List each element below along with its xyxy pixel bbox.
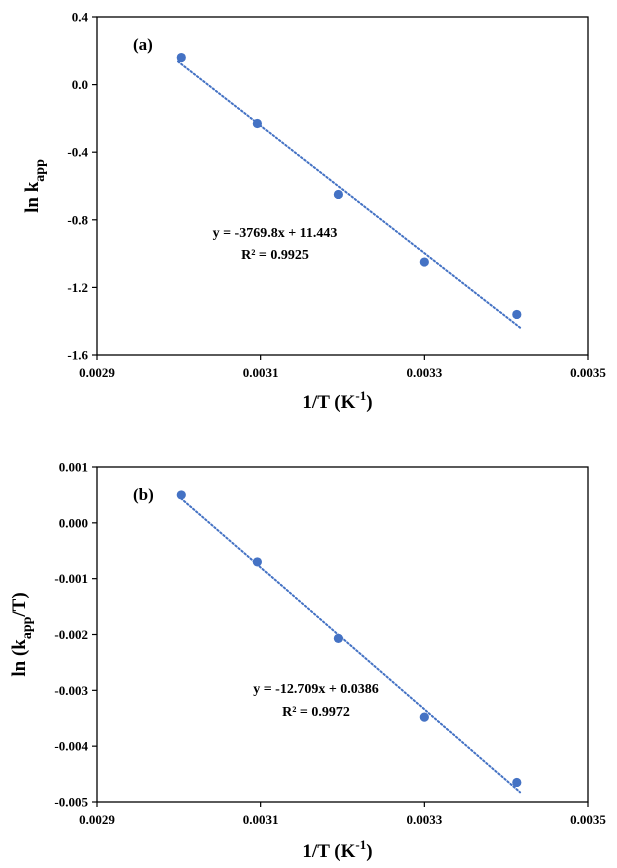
- x-tick-label: 0.0033: [406, 365, 442, 380]
- y-tick-label: -0.003: [54, 683, 88, 698]
- data-point: [176, 52, 186, 63]
- x-tick-label: 0.0035: [570, 365, 606, 380]
- y-axis-label: ln kapp: [22, 159, 48, 213]
- data-point: [333, 189, 344, 200]
- x-tick-label: 0.0031: [243, 812, 279, 827]
- y-tick-label: -0.001: [54, 571, 88, 586]
- y-tick-label: -0.004: [54, 739, 88, 754]
- x-axis-label: 1/T (K-1): [302, 388, 372, 413]
- data-point: [252, 118, 262, 129]
- data-point: [512, 309, 522, 320]
- data-point: [419, 257, 429, 267]
- y-tick-label: -0.4: [67, 145, 88, 160]
- trendline-equation: y = -12.709x + 0.0386: [253, 682, 379, 697]
- plot-area: [96, 16, 589, 356]
- y-tick-label: 0.0: [72, 77, 88, 92]
- y-tick-label: 0.001: [59, 460, 88, 475]
- x-tick-label: 0.0035: [570, 812, 606, 827]
- panel-label: (b): [133, 485, 154, 504]
- y-tick-label: 0.4: [72, 10, 89, 25]
- trendline-equation: y = -3769.8x + 11.443: [213, 226, 338, 241]
- r-squared-label: R² = 0.9972: [282, 705, 350, 720]
- x-tick-label: 0.0029: [79, 812, 115, 827]
- data-point: [176, 490, 186, 500]
- panel-label: (a): [133, 35, 153, 54]
- data-point: [512, 777, 522, 788]
- plot-area: [96, 466, 589, 803]
- x-tick-label: 0.0031: [243, 365, 279, 380]
- y-tick-label: 0.000: [59, 515, 88, 530]
- trendline: [177, 494, 522, 794]
- y-tick-label: -0.8: [67, 212, 88, 227]
- data-point: [252, 557, 262, 567]
- chart-panel-b: 0.001 0.000 -0.001 -0.002 -0.003 -0.004 -0.005…: [9, 460, 606, 863]
- y-tick-label: -1.2: [67, 280, 88, 295]
- data-point: [419, 712, 429, 722]
- data-point: [333, 633, 344, 644]
- y-tick-label: -0.005: [54, 795, 88, 810]
- y-tick-label: -1.6: [67, 348, 88, 363]
- x-tick-label: 0.0029: [79, 365, 115, 380]
- chart-panel-a: 0.4 0.0 -0.4 -0.8 -1.2 -1.6 0.0029 0.0031 0.0033…: [22, 10, 606, 414]
- trendline: [177, 60, 522, 329]
- x-tick-label: 0.0033: [406, 812, 442, 827]
- x-axis-label: 1/T (K-1): [302, 837, 372, 862]
- y-axis-label: ln (kapp/T): [9, 592, 35, 676]
- y-tick-label: -0.002: [54, 627, 88, 642]
- r-squared-label: R² = 0.9925: [241, 248, 309, 263]
